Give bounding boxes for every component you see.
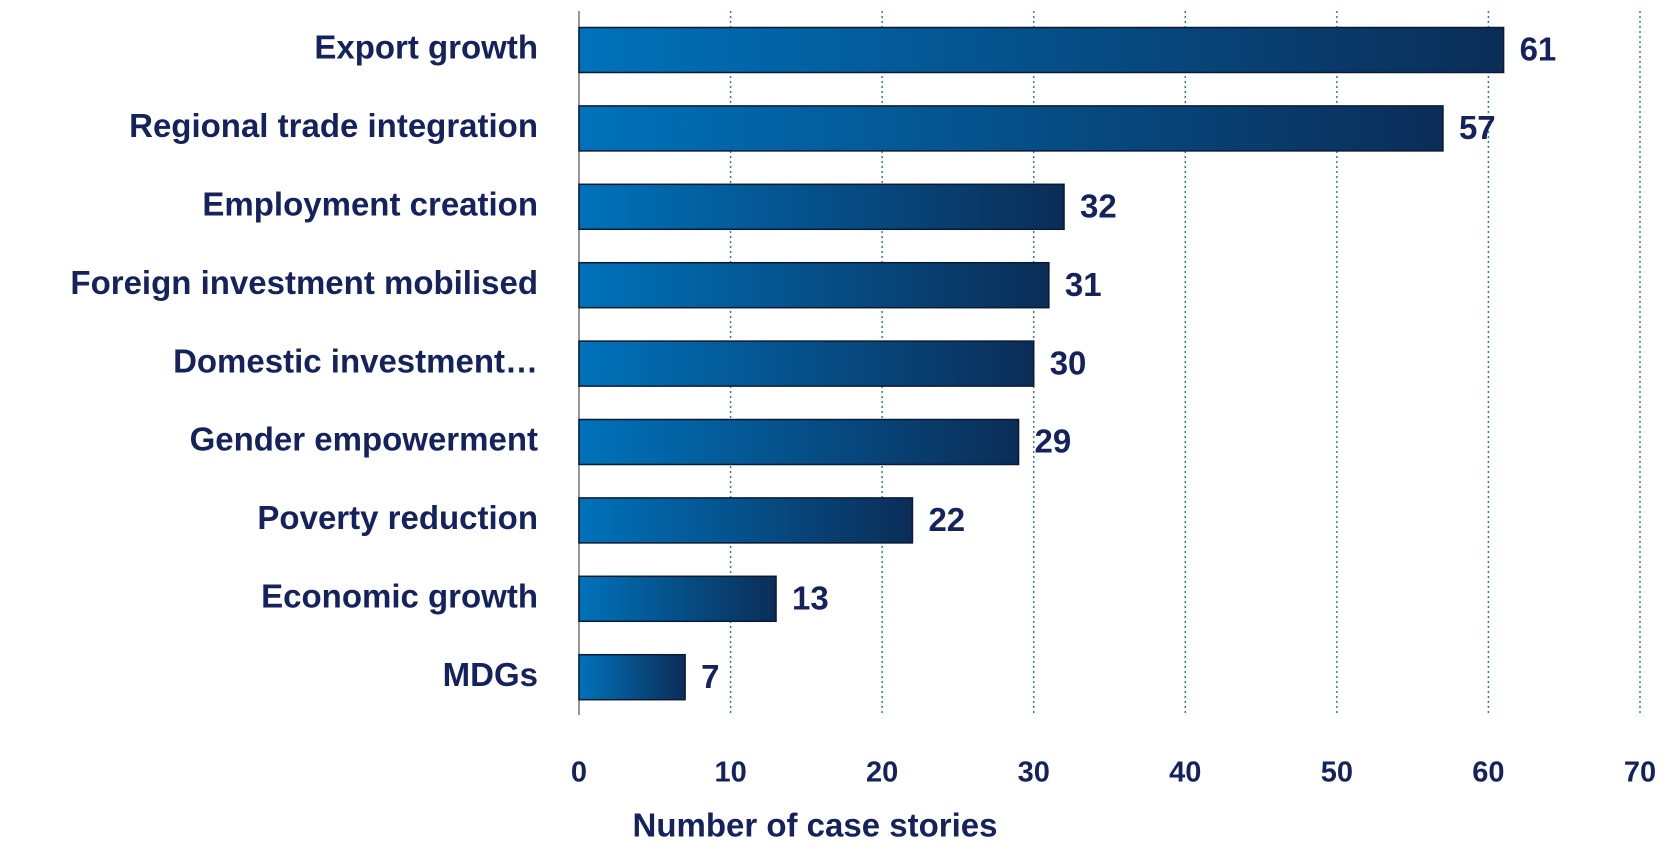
data-label: 32 bbox=[1080, 188, 1117, 225]
x-tick-label: 40 bbox=[1169, 757, 1201, 789]
bar bbox=[578, 575, 777, 623]
category-label: Export growth bbox=[314, 29, 538, 66]
x-tick-label: 0 bbox=[571, 757, 587, 789]
data-label: 57 bbox=[1459, 109, 1496, 146]
category-label: Domestic investment… bbox=[173, 342, 538, 379]
bar bbox=[578, 26, 1505, 74]
bar bbox=[578, 105, 1444, 152]
data-label: 61 bbox=[1520, 31, 1557, 68]
data-label: 29 bbox=[1035, 423, 1072, 460]
bar bbox=[578, 340, 1035, 387]
category-label: MDGs bbox=[443, 656, 538, 693]
bar bbox=[578, 261, 1050, 309]
x-tick-label: 10 bbox=[714, 757, 746, 789]
bar bbox=[578, 497, 914, 544]
x-tick-label: 30 bbox=[1018, 757, 1050, 789]
x-axis-title: Number of case stories bbox=[633, 807, 998, 844]
data-label: 13 bbox=[792, 580, 829, 617]
x-tick-label: 60 bbox=[1472, 757, 1504, 789]
category-label: Poverty reduction bbox=[257, 499, 538, 536]
x-tick-label: 70 bbox=[1624, 757, 1656, 789]
bar bbox=[578, 653, 686, 701]
category-label: Economic growth bbox=[261, 578, 538, 615]
x-tick-label: 50 bbox=[1321, 757, 1353, 789]
data-label: 30 bbox=[1050, 344, 1087, 381]
data-label: 31 bbox=[1065, 266, 1102, 303]
category-label: Regional trade integration bbox=[129, 107, 538, 144]
category-label: Foreign investment mobilised bbox=[70, 264, 538, 301]
bar bbox=[578, 418, 1020, 466]
x-tick-label: 20 bbox=[866, 757, 898, 789]
data-label: 22 bbox=[928, 501, 965, 538]
data-label: 7 bbox=[701, 658, 719, 695]
category-label: Employment creation bbox=[202, 186, 538, 223]
bar bbox=[578, 183, 1065, 231]
category-label: Gender empowerment bbox=[190, 421, 538, 458]
